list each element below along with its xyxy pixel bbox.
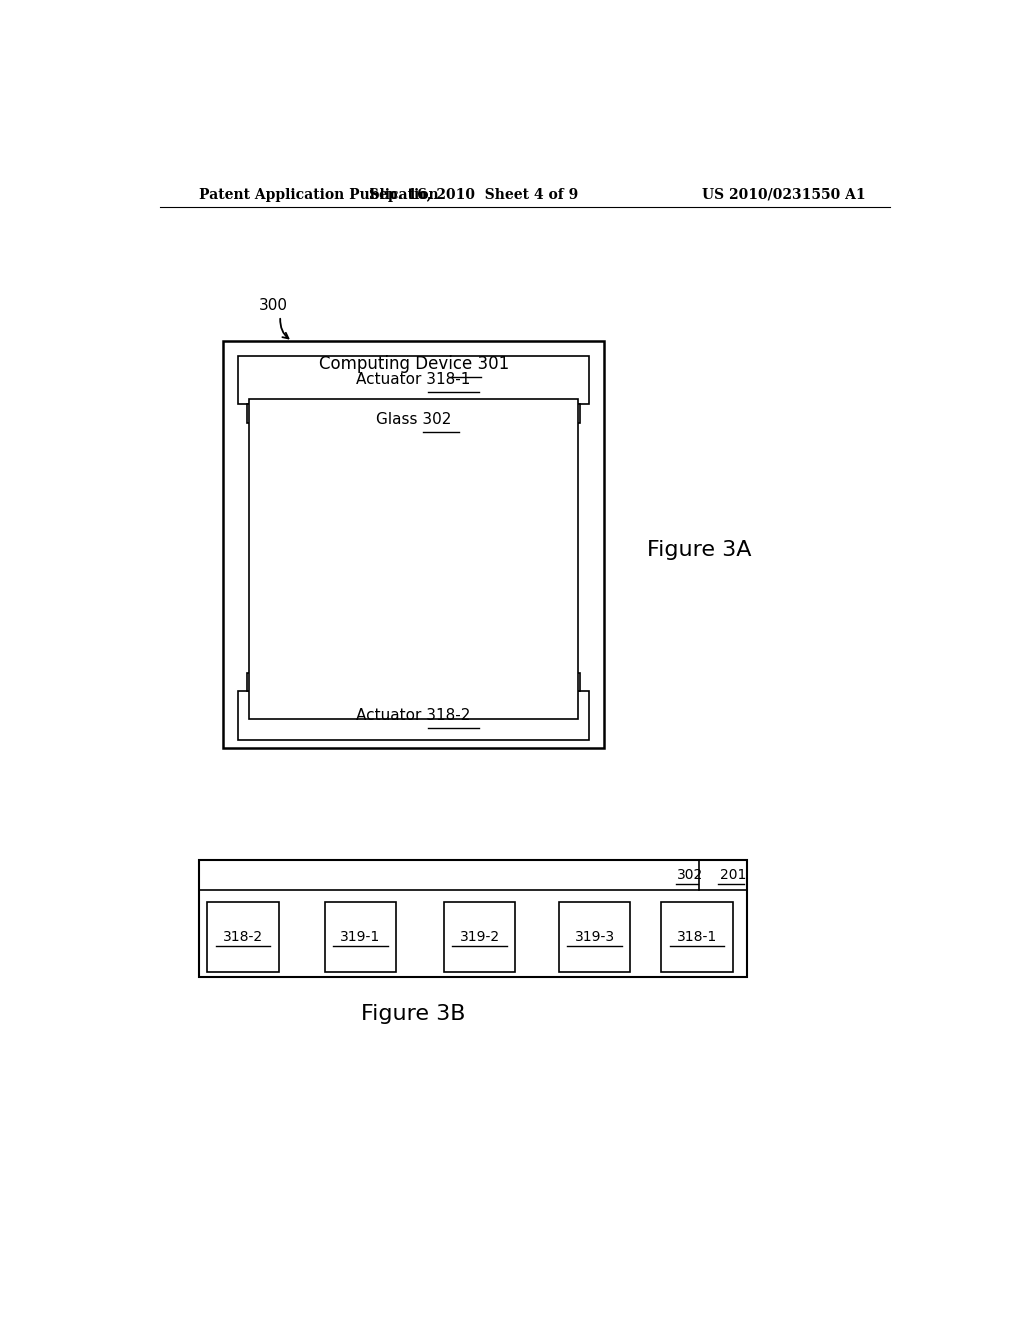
Text: Computing Device ̱30̱1: Computing Device ̱30̱1 [318, 355, 509, 372]
Text: Actuator 318-1: Actuator 318-1 [356, 372, 470, 388]
Bar [662, 903, 733, 972]
Text: Patent Application Publication: Patent Application Publication [200, 187, 439, 202]
Text: US 2010/0231550 A1: US 2010/0231550 A1 [702, 187, 866, 202]
Bar [249, 399, 578, 719]
Text: Sep. 16, 2010  Sheet 4 of 9: Sep. 16, 2010 Sheet 4 of 9 [369, 187, 578, 202]
Bar [443, 903, 515, 972]
Text: 319-2: 319-2 [460, 931, 500, 944]
Text: 318-1: 318-1 [677, 931, 717, 944]
Bar [200, 859, 746, 977]
Bar [247, 404, 270, 422]
Text: 319-1: 319-1 [340, 931, 381, 944]
Text: 318-2: 318-2 [223, 931, 263, 944]
Bar [325, 903, 396, 972]
Text: 319-3: 319-3 [574, 931, 614, 944]
Bar [559, 903, 631, 972]
Text: 300: 300 [259, 298, 288, 313]
Text: Figure 3B: Figure 3B [361, 1005, 466, 1024]
Text: Computing Device 301: Computing Device 301 [318, 355, 509, 372]
Bar [238, 690, 589, 739]
Bar [223, 342, 604, 748]
Bar [556, 673, 580, 690]
Bar [556, 404, 580, 422]
Text: 201: 201 [720, 869, 745, 882]
Text: Glass 302: Glass 302 [376, 412, 451, 428]
Text: Actuator 318-2: Actuator 318-2 [356, 708, 470, 723]
Text: 302: 302 [677, 869, 703, 882]
Bar [238, 355, 589, 404]
Text: Figure 3A: Figure 3A [647, 540, 752, 560]
Bar [207, 903, 279, 972]
Bar [247, 673, 270, 690]
